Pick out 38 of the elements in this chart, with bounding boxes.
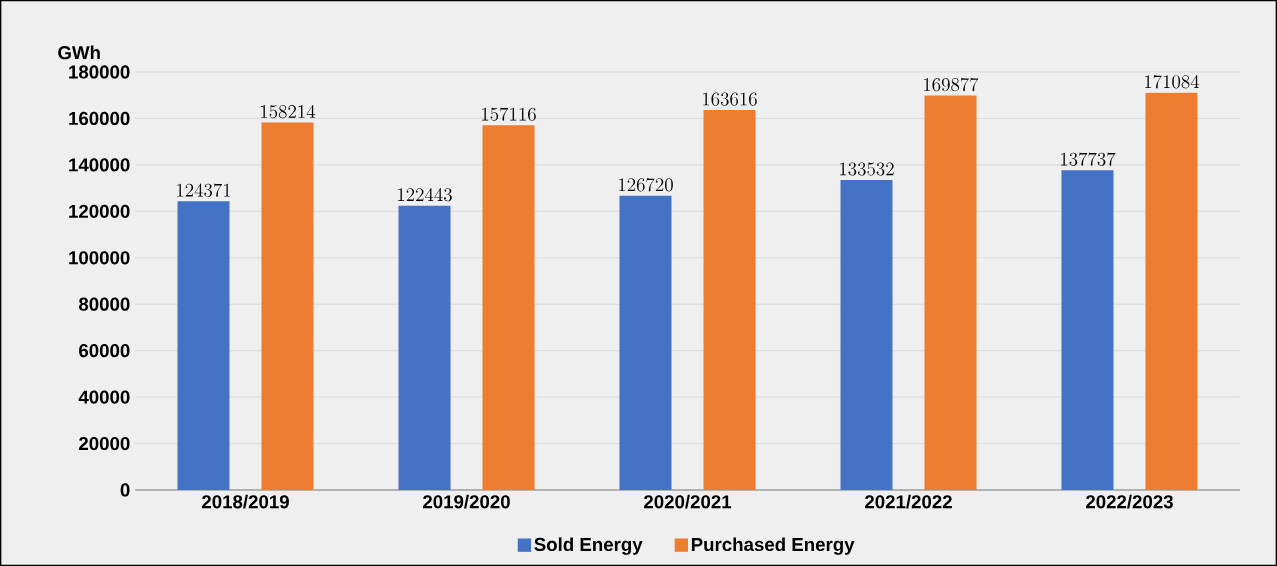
bar	[398, 205, 451, 490]
bar	[1145, 92, 1198, 490]
y-tick-label: 60000	[79, 344, 130, 358]
bar	[703, 110, 756, 490]
legend-label: Sold Energy	[534, 537, 643, 555]
y-tick-label: 20000	[79, 436, 130, 451]
data-label: 124371	[177, 183, 231, 197]
y-tick-label: 100000	[69, 251, 130, 265]
y-tick-label: 160000	[69, 111, 130, 126]
x-tick-label: 2020/2021	[644, 494, 732, 509]
y-tick-label: 0	[120, 483, 130, 497]
bar	[482, 125, 535, 490]
data-label: 169877	[924, 77, 979, 92]
data-label: 163616	[703, 92, 757, 106]
data-label: 158214	[261, 104, 316, 119]
y-tick-label: 140000	[69, 158, 130, 172]
y-axis-title: GWh	[58, 45, 100, 60]
bar	[261, 122, 314, 490]
bar	[177, 201, 230, 490]
bar	[1061, 170, 1114, 490]
x-tick-label: 2021/2022	[865, 494, 952, 509]
data-label: 126720	[619, 178, 673, 192]
y-tick-label: 180000	[69, 65, 130, 79]
bar	[840, 179, 893, 490]
y-tick-label: 40000	[78, 390, 130, 404]
bar	[619, 195, 672, 490]
x-tick-label: 2022/2023	[1086, 494, 1173, 509]
legend-label: Purchased Energy	[691, 537, 855, 555]
y-tick-label: 80000	[78, 297, 130, 311]
data-label: 122443	[398, 187, 452, 202]
bar	[924, 95, 977, 490]
data-label: 133532	[840, 162, 894, 176]
data-label: 157116	[482, 107, 536, 121]
x-tick-label: 2018/2019	[202, 494, 289, 509]
y-tick-label: 120000	[69, 204, 130, 218]
data-label: 171084	[1145, 75, 1200, 89]
data-label: 137737	[1061, 152, 1116, 166]
x-tick-label: 2019/2020	[423, 494, 510, 509]
